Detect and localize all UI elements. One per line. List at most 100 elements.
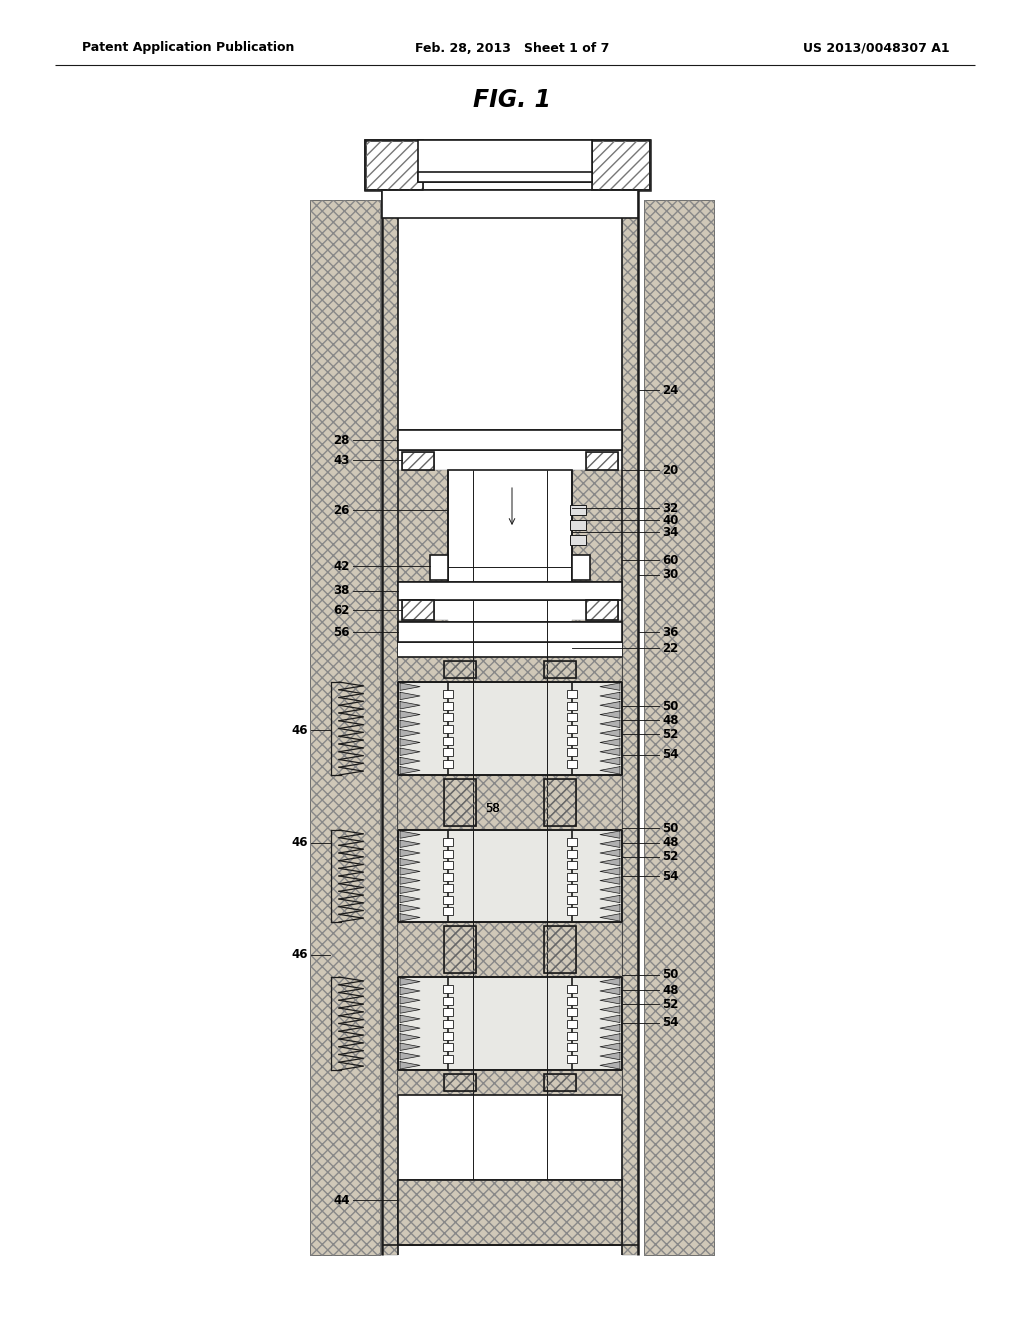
Bar	[398, 921, 622, 977]
Bar	[592, 140, 650, 190]
Bar	[544, 779, 575, 826]
Bar	[444, 927, 476, 973]
Polygon shape	[400, 1052, 420, 1060]
Bar	[443, 725, 453, 733]
Text: 50: 50	[662, 821, 678, 834]
Polygon shape	[600, 913, 620, 921]
Text: 24: 24	[662, 384, 678, 396]
Polygon shape	[600, 1061, 620, 1069]
Polygon shape	[600, 849, 620, 857]
Text: Feb. 28, 2013   Sheet 1 of 7: Feb. 28, 2013 Sheet 1 of 7	[415, 41, 609, 54]
Bar	[567, 985, 577, 993]
Polygon shape	[600, 1052, 620, 1060]
Bar	[567, 873, 577, 880]
Bar	[544, 927, 575, 973]
Text: 48: 48	[662, 983, 679, 997]
Bar	[567, 907, 577, 915]
Polygon shape	[600, 987, 620, 995]
Bar	[572, 620, 622, 622]
Bar	[402, 451, 434, 470]
Polygon shape	[400, 767, 420, 774]
Text: 52: 52	[662, 850, 678, 863]
Bar	[382, 201, 398, 1255]
Bar	[402, 601, 434, 620]
Polygon shape	[600, 748, 620, 755]
Bar	[567, 1043, 577, 1051]
Text: 38: 38	[334, 585, 350, 598]
Text: 44: 44	[334, 1193, 350, 1206]
Polygon shape	[400, 904, 420, 912]
Bar	[567, 895, 577, 904]
Bar	[443, 702, 453, 710]
Polygon shape	[600, 711, 620, 718]
Bar	[398, 921, 622, 977]
Bar	[443, 997, 453, 1005]
Bar	[398, 1180, 622, 1245]
Bar	[443, 690, 453, 698]
Polygon shape	[400, 867, 420, 875]
Text: 20: 20	[662, 463, 678, 477]
Bar	[567, 748, 577, 756]
Polygon shape	[600, 997, 620, 1005]
Bar	[449, 470, 572, 582]
Text: 30: 30	[662, 569, 678, 582]
Bar	[567, 725, 577, 733]
Bar	[570, 535, 586, 545]
Bar	[572, 642, 622, 663]
Polygon shape	[400, 1006, 420, 1014]
Bar	[398, 642, 449, 663]
Text: 32: 32	[662, 502, 678, 515]
Bar	[398, 830, 622, 921]
Bar	[544, 1074, 575, 1092]
Bar	[398, 642, 449, 663]
Bar	[572, 470, 622, 582]
Polygon shape	[400, 730, 420, 737]
Bar	[398, 657, 622, 682]
Text: 48: 48	[662, 837, 679, 850]
Text: 50: 50	[662, 700, 678, 713]
Bar	[592, 140, 650, 190]
Text: 28: 28	[334, 433, 350, 446]
Bar	[567, 861, 577, 869]
Text: 43: 43	[334, 454, 350, 466]
Polygon shape	[600, 701, 620, 709]
Bar	[444, 661, 476, 678]
Polygon shape	[600, 730, 620, 737]
Polygon shape	[400, 886, 420, 894]
Polygon shape	[400, 849, 420, 857]
Text: 22: 22	[662, 642, 678, 655]
Text: 34: 34	[662, 525, 678, 539]
Text: 46: 46	[292, 723, 308, 737]
Bar	[382, 190, 638, 218]
Bar	[567, 838, 577, 846]
Bar	[567, 1032, 577, 1040]
Bar	[586, 451, 618, 470]
Text: 58: 58	[485, 801, 501, 814]
Bar	[444, 927, 476, 973]
Bar	[398, 977, 622, 1071]
Bar	[567, 884, 577, 892]
Text: 52: 52	[662, 727, 678, 741]
Bar	[398, 430, 622, 450]
Polygon shape	[600, 1034, 620, 1041]
Text: 56: 56	[334, 626, 350, 639]
Polygon shape	[400, 1024, 420, 1032]
Text: 54: 54	[662, 1016, 679, 1030]
Bar	[586, 451, 618, 470]
Bar	[402, 451, 434, 470]
Polygon shape	[600, 886, 620, 894]
Polygon shape	[400, 748, 420, 755]
Polygon shape	[600, 1015, 620, 1023]
Bar	[443, 861, 453, 869]
Bar	[567, 997, 577, 1005]
Polygon shape	[600, 1024, 620, 1032]
Polygon shape	[400, 840, 420, 847]
Bar	[365, 140, 423, 190]
Polygon shape	[600, 978, 620, 985]
Bar	[402, 601, 434, 620]
Bar	[444, 779, 476, 826]
Polygon shape	[400, 758, 420, 764]
Text: FIG. 1: FIG. 1	[473, 88, 551, 112]
Polygon shape	[600, 1043, 620, 1051]
Bar	[567, 1055, 577, 1063]
